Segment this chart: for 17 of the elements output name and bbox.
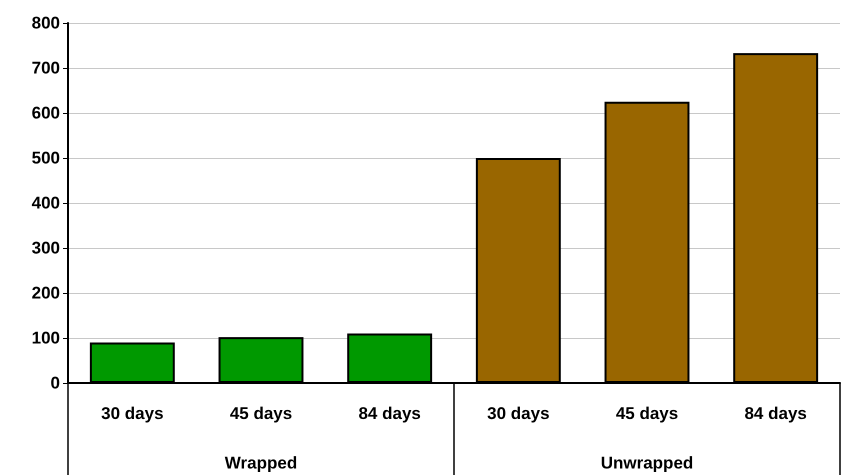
y-tick-label: 200 xyxy=(32,284,60,302)
text: Wrapped xyxy=(224,454,298,472)
x-tick-label: 30 days xyxy=(487,404,550,423)
y-tick-label: 0 xyxy=(50,374,60,392)
y-tick-label: 700 xyxy=(32,58,60,78)
y-tick-label: 500 xyxy=(32,148,60,168)
x-tick-label: 30 days xyxy=(101,404,164,423)
y-tick-label: 800 xyxy=(32,14,60,32)
x-tick-label: 45 days xyxy=(230,404,292,423)
y-tick-label: 300 xyxy=(32,238,60,258)
text: Unwrapped xyxy=(600,454,694,472)
y-tick-label: 100 xyxy=(32,328,60,348)
x-tick-label: 84 days xyxy=(358,404,421,423)
x-tick-label: 84 days xyxy=(744,404,807,423)
y-tick-label: 400 xyxy=(32,194,60,212)
x-tick-label: 45 days xyxy=(616,404,678,423)
y-tick-label: 600 xyxy=(32,104,60,122)
